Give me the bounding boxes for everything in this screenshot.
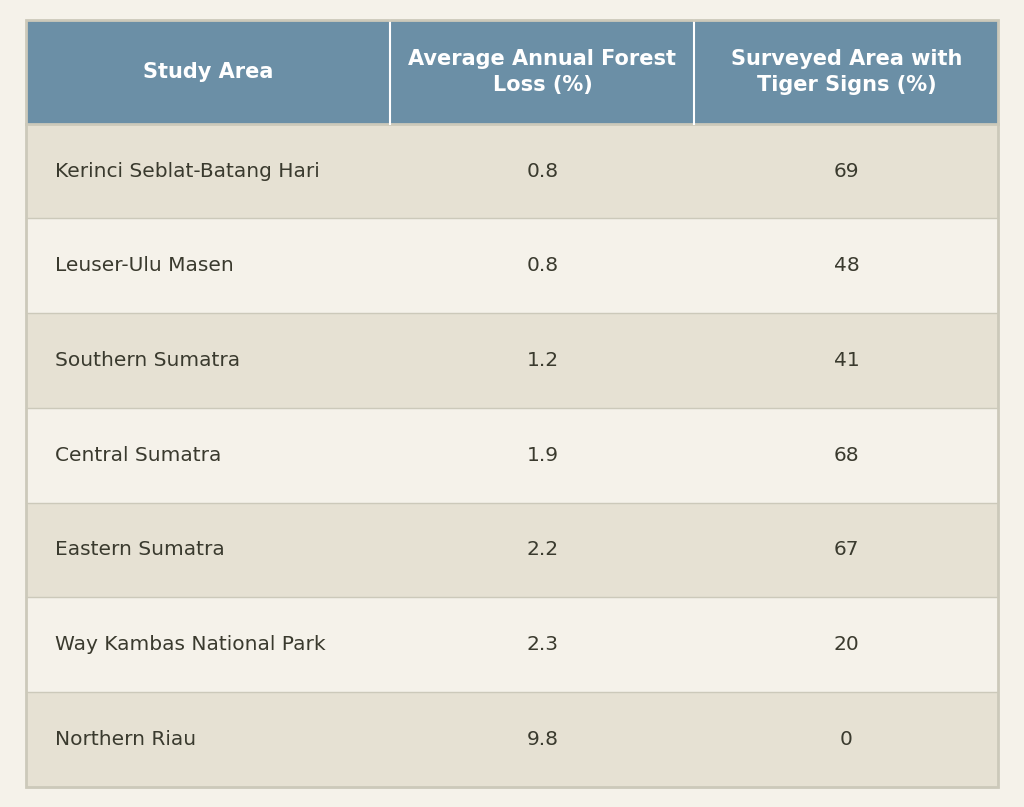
Bar: [26, 219, 998, 313]
Text: 0.8: 0.8: [526, 161, 558, 181]
Text: Central Sumatra: Central Sumatra: [55, 445, 221, 465]
Text: 2.3: 2.3: [526, 635, 558, 654]
Bar: [694, 20, 998, 123]
Text: Study Area: Study Area: [142, 62, 273, 82]
Text: 41: 41: [834, 351, 859, 370]
Bar: [26, 20, 390, 123]
Text: Way Kambas National Park: Way Kambas National Park: [55, 635, 326, 654]
Bar: [26, 408, 998, 503]
Text: 1.9: 1.9: [526, 445, 558, 465]
Text: 1.2: 1.2: [526, 351, 558, 370]
Bar: [26, 123, 998, 219]
Text: Kerinci Seblat-Batang Hari: Kerinci Seblat-Batang Hari: [55, 161, 319, 181]
Text: 2.2: 2.2: [526, 541, 558, 559]
Text: 68: 68: [834, 445, 859, 465]
Text: 0.8: 0.8: [526, 257, 558, 275]
Text: Leuser-Ulu Masen: Leuser-Ulu Masen: [55, 257, 233, 275]
Bar: [26, 692, 998, 787]
Text: Southern Sumatra: Southern Sumatra: [55, 351, 240, 370]
Text: 0: 0: [840, 730, 853, 749]
Text: 67: 67: [834, 541, 859, 559]
Text: 9.8: 9.8: [526, 730, 558, 749]
Bar: [26, 313, 998, 408]
Bar: [26, 503, 998, 597]
Text: 69: 69: [834, 161, 859, 181]
Text: 20: 20: [834, 635, 859, 654]
Text: Surveyed Area with
Tiger Signs (%): Surveyed Area with Tiger Signs (%): [731, 48, 963, 95]
Bar: [26, 597, 998, 692]
Text: Average Annual Forest
Loss (%): Average Annual Forest Loss (%): [409, 48, 677, 95]
Bar: [390, 20, 694, 123]
Text: Eastern Sumatra: Eastern Sumatra: [55, 541, 224, 559]
Text: 48: 48: [834, 257, 859, 275]
Text: Northern Riau: Northern Riau: [55, 730, 196, 749]
